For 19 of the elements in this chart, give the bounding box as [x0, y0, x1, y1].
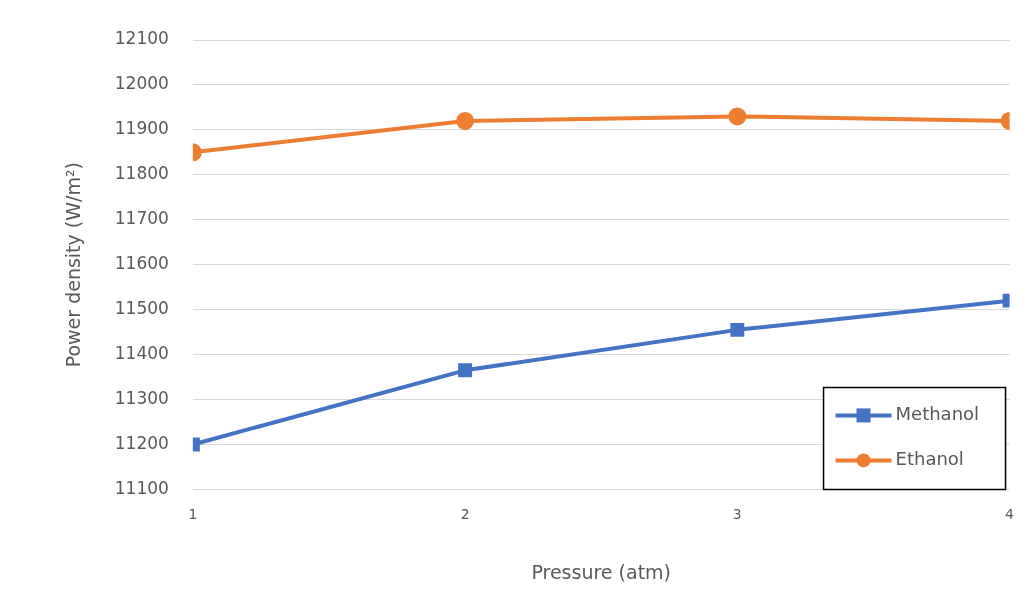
y-tick-label: 11100: [114, 477, 169, 498]
x-tick-label: 3: [732, 506, 742, 523]
y-tick-label: 11500: [114, 298, 169, 319]
y-axis-title: Power density (W/m²): [62, 162, 85, 368]
y-tick-label: 12100: [114, 28, 169, 49]
y-tick-label: 11400: [114, 343, 169, 363]
y-tick-label: 11600: [114, 253, 169, 274]
y-tick-label: 12000: [114, 73, 169, 94]
y-tick-label: 11700: [114, 208, 169, 229]
x-tick-label: 4: [1005, 506, 1015, 523]
y-tick-label: 11300: [114, 387, 169, 408]
legend-label: Ethanol: [895, 448, 964, 470]
x-axis-title: Pressure (atm): [531, 560, 672, 583]
y-tick-label: 11900: [114, 118, 169, 139]
legend-label: Methanol: [895, 403, 980, 425]
y-tick-label: 11800: [114, 163, 169, 184]
x-tick-label: 1: [188, 506, 198, 523]
y-tick-label: 11200: [114, 432, 169, 453]
x-tick-label: 2: [460, 506, 470, 523]
